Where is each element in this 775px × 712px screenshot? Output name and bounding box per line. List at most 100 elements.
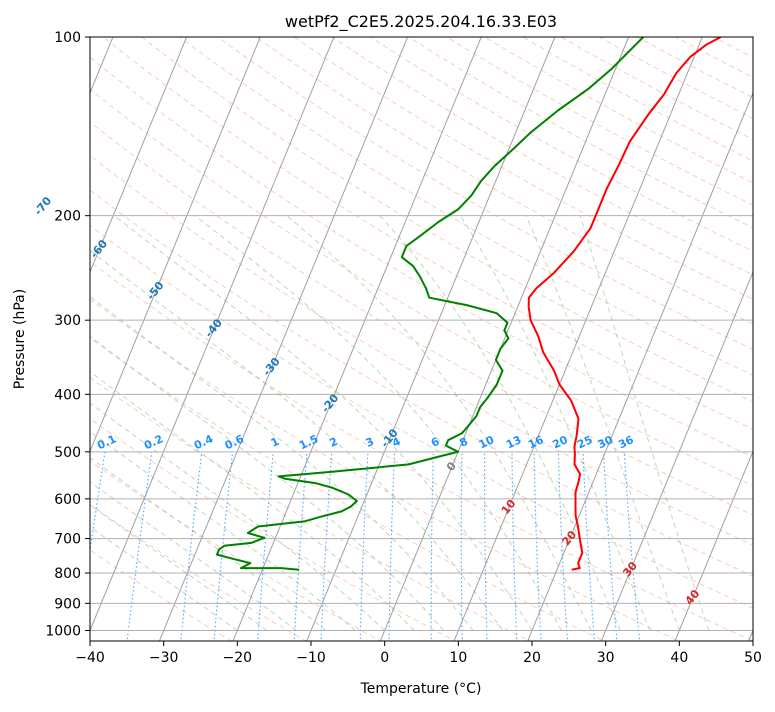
isotherm-line [0,10,198,655]
dry-adiabat [515,10,775,655]
dry-adiabat [441,10,775,655]
plot-frame [90,37,753,641]
dry-adiabat [0,10,558,655]
dry-adiabat [552,10,775,655]
dry-adiabat [293,10,775,655]
y-tick-label: 100 [54,30,81,46]
moist-adiabat [0,216,267,631]
isotherm-line [301,10,566,655]
mixing-ratio-label: 1.5 [297,432,320,452]
dry-adiabat [330,10,775,655]
moist-adiabat [287,216,591,631]
x-tick-label: 40 [670,650,688,666]
dry-adiabat [182,10,775,655]
isotherm-label: -50 [144,279,167,303]
mixing-ratio-line [485,452,488,655]
x-tick-label: −30 [149,650,179,666]
isotherm-line [154,10,419,655]
mixing-ratio-line [512,452,518,655]
temperature-profile [529,37,721,570]
dry-adiabat [737,10,775,655]
dewpoint-profile [217,37,643,570]
dry-adiabat [145,10,775,655]
dry-adiabat [0,10,775,655]
mixing-ratio-label: 2 [327,435,339,450]
inline-labels: -100-90-80-70-60-50-40-30-20-10010203040… [0,64,703,607]
x-tick-label: −10 [296,650,326,666]
moist-adiabat [0,216,237,631]
x-axis-label: Temperature (°C) [360,681,482,697]
mixing-ratio-line [320,452,331,655]
dry-adiabat [0,10,775,655]
isotherm-label: 0 [444,459,459,473]
dry-adiabat [219,10,775,655]
chart-title: wetPf2_C2E5.2025.204.16.33.E03 [285,12,557,32]
x-axis-ticks: −40 −30 −20 −10 0 10 20 30 40 50 [75,641,762,666]
dry-adiabat [0,10,331,655]
x-tick-label: −20 [223,650,253,666]
isotherm-label: 30 [620,559,640,579]
mixing-ratio-line [125,452,151,655]
mixing-ratio-label: 36 [616,433,636,451]
mixing-ratio-label: 4 [390,435,403,450]
mixing-ratio-label: 6 [429,435,442,450]
isotherm-line [227,10,492,655]
moist-adiabat [380,216,621,631]
y-tick-label: 1000 [45,624,81,640]
x-tick-label: 50 [744,650,762,666]
dry-adiabat [478,10,775,655]
dry-adiabat [0,10,709,655]
y-tick-label: 300 [54,313,81,329]
x-tick-label: 20 [523,650,541,666]
moist-adiabat [580,216,709,631]
dry-adiabat [0,10,775,655]
background-lines [0,10,775,655]
dry-adiabat [0,10,775,655]
isotherm-label: -60 [88,237,111,261]
dry-adiabat [404,10,775,655]
y-tick-label: 600 [54,492,81,508]
dry-adiabat [367,10,775,655]
mixing-ratio-label: 0.2 [142,432,165,452]
mixing-ratio-line [360,452,368,655]
mixing-ratio-label: 13 [504,433,523,451]
mixing-ratio-label: 1 [269,435,281,450]
isotherm-label: 20 [560,528,580,548]
mixing-ratio-line [389,452,395,655]
mixing-ratio-line [461,452,462,655]
mixing-ratio-label: 3 [364,435,376,450]
dry-adiabat [0,10,775,655]
isotherm-label: -70 [32,194,55,218]
dry-adiabat [256,10,775,655]
x-tick-label: −40 [75,650,105,666]
y-tick-label: 400 [54,387,81,403]
mixing-ratio-label: 25 [575,433,594,451]
x-tick-label: 0 [380,650,389,666]
isotherm-label: 10 [499,497,519,517]
mixing-ratio-label: 0.4 [192,432,215,452]
dry-adiabat [71,10,775,655]
mixing-ratio-line [604,452,619,655]
isotherm-label: -30 [260,355,283,379]
y-tick-label: 900 [54,596,81,612]
dry-adiabat [0,10,482,655]
isotherm-label: -20 [319,391,342,415]
mixing-ratio-line [534,452,542,655]
isotherm-line [375,10,640,655]
dry-adiabat [700,10,775,655]
x-tick-label: 10 [449,650,467,666]
mixing-ratio-label: 20 [551,433,571,451]
mixing-ratio-label: 16 [526,433,546,451]
moist-adiabat [0,216,355,631]
dry-adiabat [0,10,633,655]
dry-adiabat [0,10,775,655]
x-tick-label: 30 [597,650,615,666]
y-axis-label: Pressure (hPa) [12,289,28,389]
profile-lines [217,37,721,570]
y-tick-label: 700 [54,532,81,548]
mixing-ratio-line [583,452,596,655]
y-tick-label: 500 [54,445,81,461]
